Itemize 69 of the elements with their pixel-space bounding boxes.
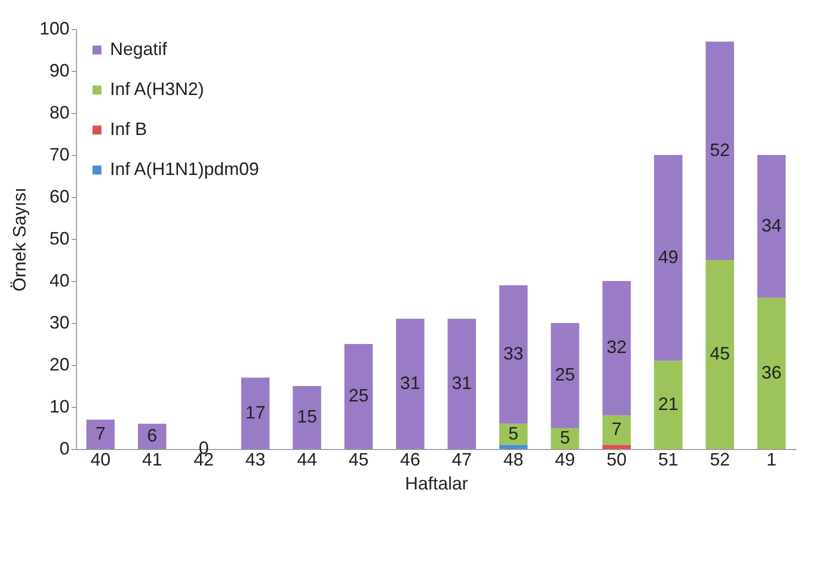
x-tick-label: 47 — [452, 450, 472, 470]
bar — [757, 155, 786, 298]
y-tick-label: 30 — [49, 312, 70, 332]
bar — [499, 424, 528, 445]
data-label: 36 — [761, 362, 782, 382]
bar — [138, 424, 166, 449]
x-tick-label: 51 — [658, 450, 678, 470]
data-label: 49 — [658, 246, 678, 267]
y-tick-label: 60 — [49, 186, 70, 206]
data-label: 52 — [710, 140, 730, 160]
data-label: 5 — [508, 423, 518, 444]
x-tick-label: 40 — [90, 450, 111, 470]
bar — [499, 444, 528, 449]
x-tick-label: 1 — [766, 450, 776, 470]
data-label: 25 — [348, 386, 369, 406]
legend-label: Negatif — [110, 39, 168, 59]
bar — [706, 260, 734, 449]
bar — [757, 298, 786, 449]
x-tick-label: 41 — [142, 450, 162, 470]
data-label: 32 — [606, 337, 627, 358]
data-label: 31 — [452, 372, 472, 393]
x-tick-label: 50 — [606, 450, 627, 470]
x-tick-label: 48 — [503, 450, 524, 470]
y-tick-label: 80 — [49, 102, 70, 122]
data-label: 17 — [245, 402, 266, 422]
data-label: 15 — [296, 406, 317, 426]
data-label: 21 — [658, 394, 678, 414]
data-label: 33 — [503, 344, 524, 364]
bar — [241, 378, 270, 449]
y-tick-label: 20 — [49, 354, 70, 374]
bar — [396, 318, 424, 449]
y-tick-label: 90 — [49, 60, 70, 80]
bar — [602, 415, 631, 445]
data-label: 7 — [96, 423, 106, 444]
legend-label: Inf A(H3N2) — [110, 79, 204, 99]
data-label: 6 — [147, 425, 158, 446]
y-axis-title: Örnek Sayısı — [9, 187, 30, 292]
bar — [344, 344, 373, 449]
y-tick-label: 100 — [39, 18, 70, 38]
bar — [654, 155, 682, 361]
x-tick-label: 49 — [555, 450, 576, 470]
data-label: 5 — [560, 428, 570, 448]
bar — [602, 444, 631, 449]
legend-label: Inf A(H1N1)pdm09 — [110, 159, 260, 179]
bar — [448, 318, 476, 449]
y-tick-label: 70 — [49, 144, 70, 164]
x-tick-label: 43 — [245, 450, 266, 470]
data-label: 7 — [612, 419, 622, 440]
bar — [706, 42, 734, 260]
x-axis-title: Haftalar — [404, 474, 468, 494]
x-tick-label: 52 — [710, 450, 730, 470]
y-tick-label: 40 — [49, 270, 70, 290]
x-tick-label: 44 — [296, 450, 317, 470]
bar — [602, 281, 631, 416]
data-label: 34 — [761, 215, 782, 236]
bar — [499, 285, 528, 424]
y-tick-label: 0 — [59, 438, 70, 458]
x-tick-label: 45 — [348, 450, 369, 470]
x-tick-label: 46 — [400, 450, 420, 470]
bar — [654, 360, 682, 449]
bar — [550, 323, 580, 428]
y-tick-label: 10 — [49, 396, 70, 416]
bar — [86, 420, 115, 449]
data-label: 31 — [400, 372, 420, 393]
y-tick-label: 50 — [49, 228, 70, 248]
data-label: 25 — [555, 364, 576, 384]
data-label: 45 — [710, 344, 730, 364]
legend-label: Inf B — [110, 119, 148, 139]
bar — [292, 386, 322, 449]
